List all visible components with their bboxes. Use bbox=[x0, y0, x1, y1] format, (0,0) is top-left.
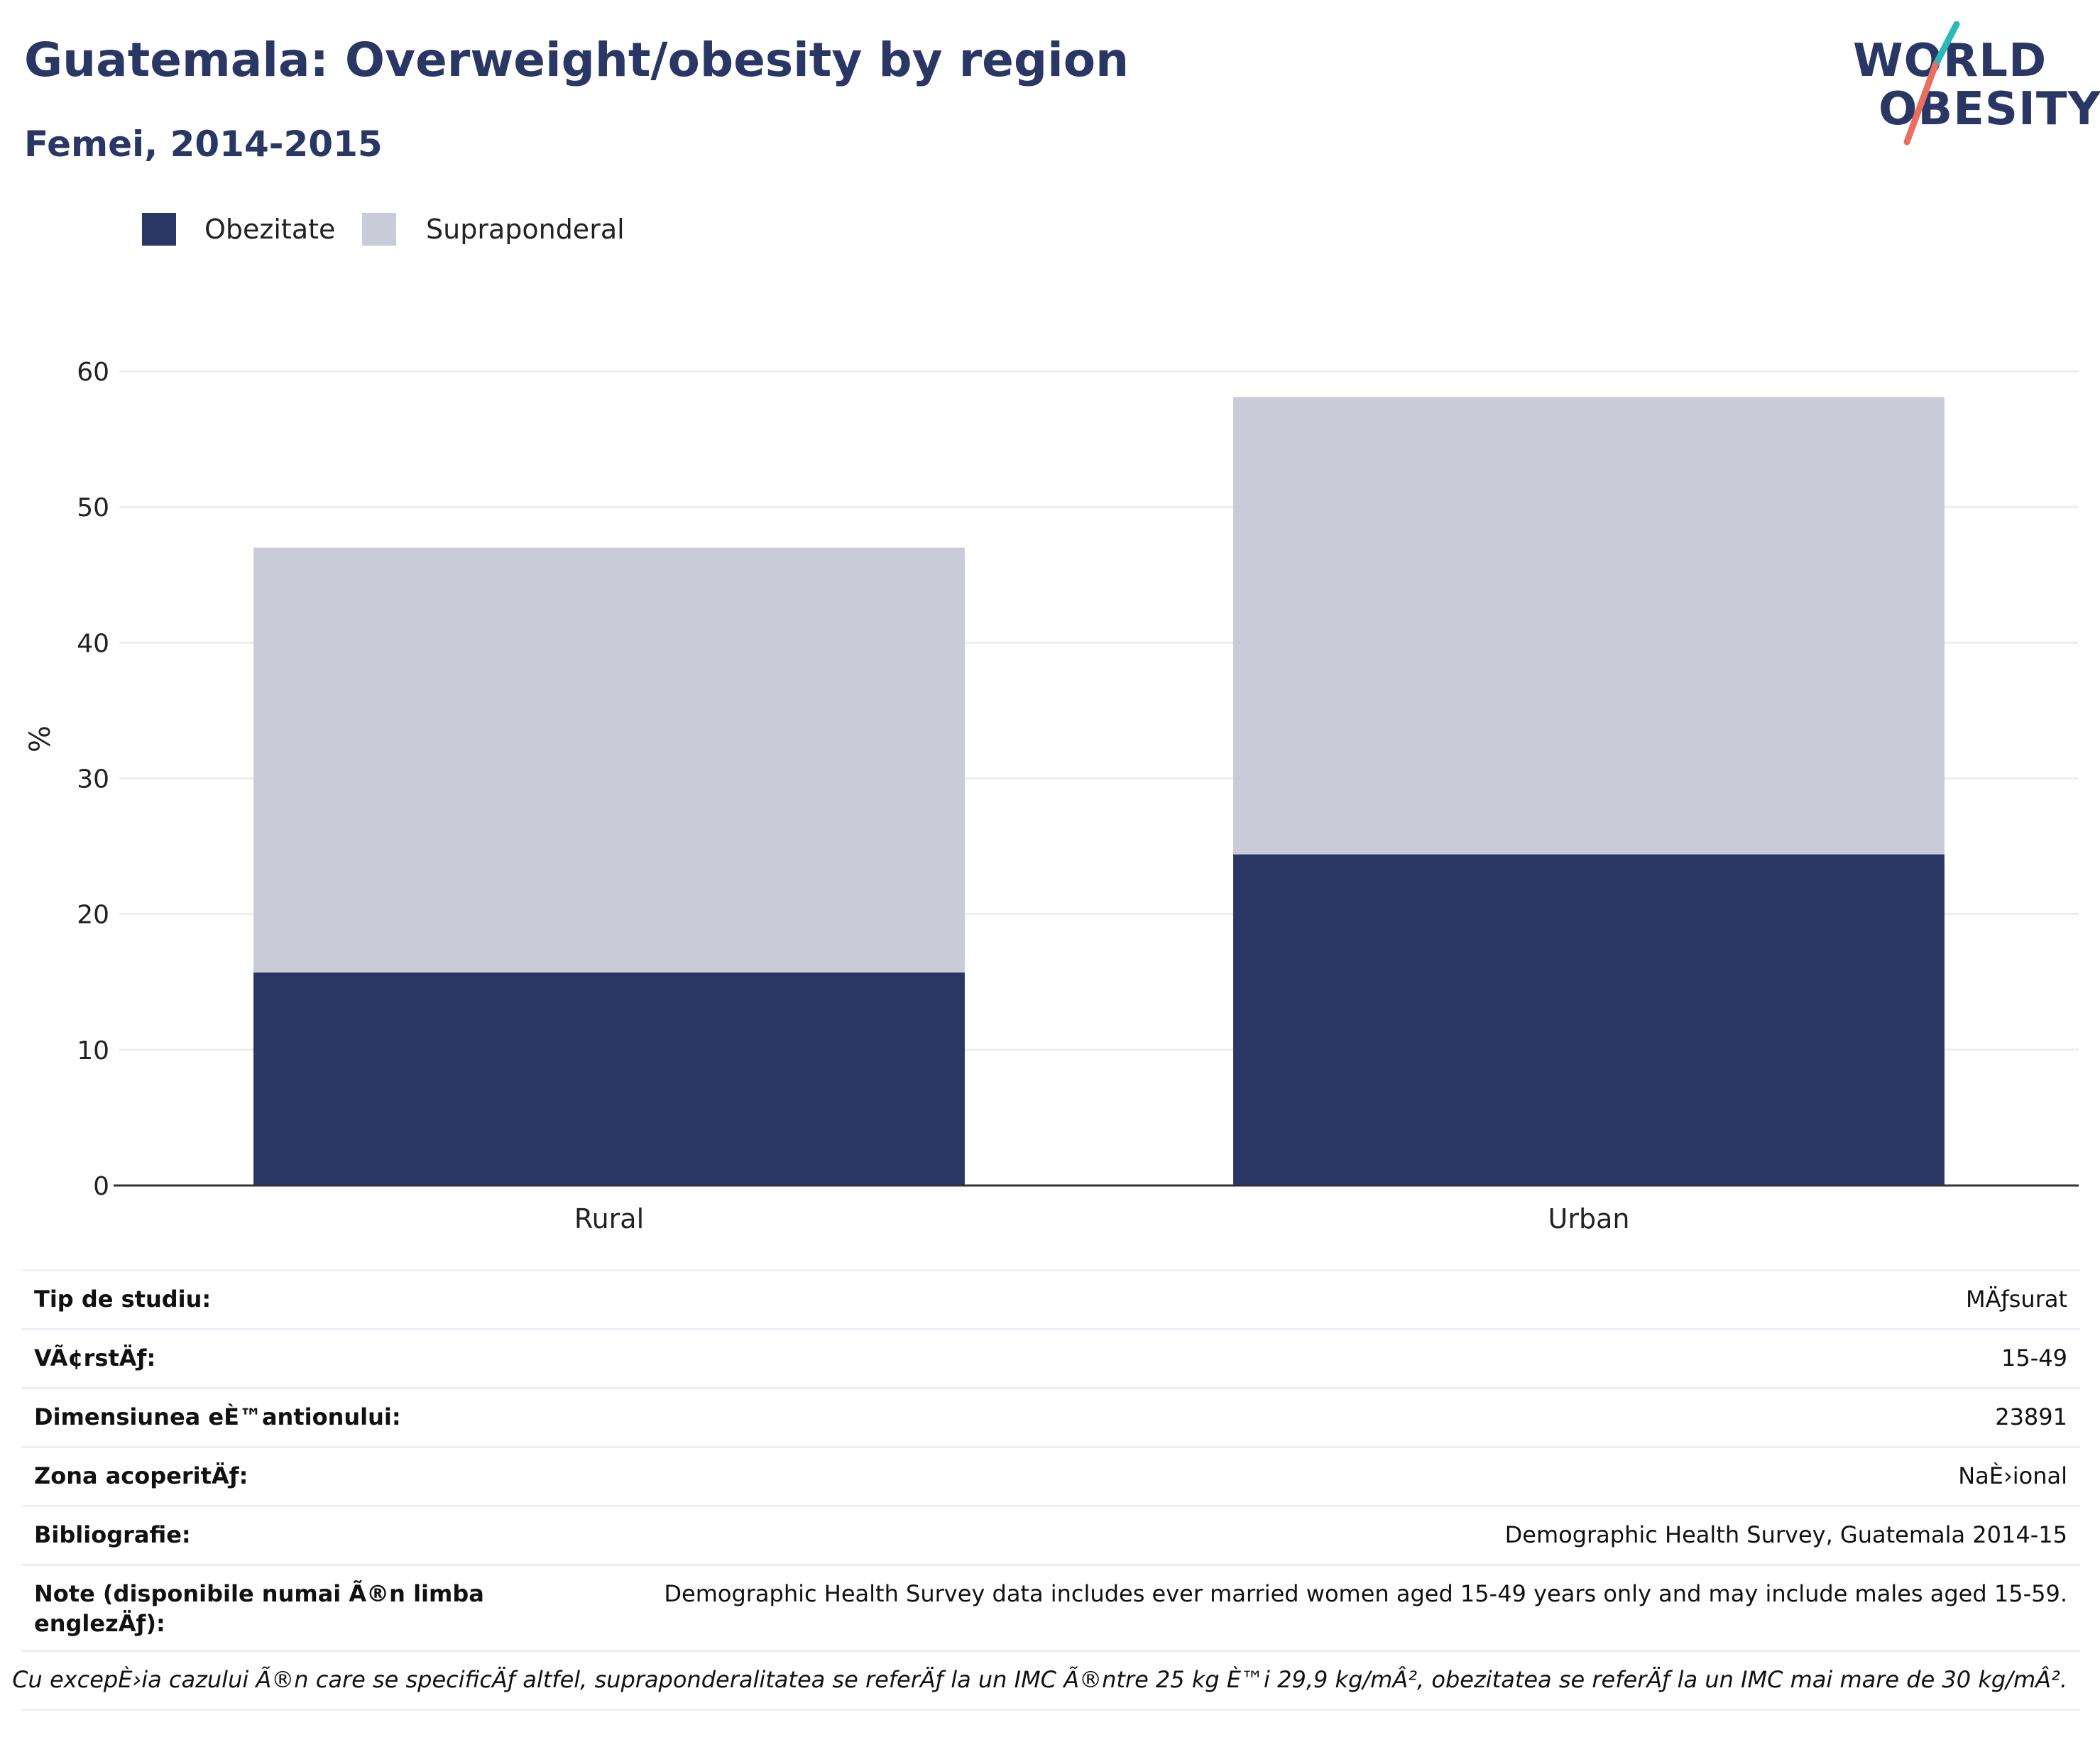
y-axis-title: % bbox=[24, 725, 57, 752]
info-row-sample-size: Dimensiunea eÈ™antionului: 23891 bbox=[21, 1387, 2080, 1446]
x-tick-label: Rural bbox=[574, 1203, 644, 1234]
world-obesity-logo[interactable]: WORLD OBESITY bbox=[1853, 21, 2100, 149]
y-tick-label: 50 bbox=[77, 493, 109, 522]
bar-supraponderal-rural bbox=[253, 547, 965, 973]
study-info-table: Tip de studiu: MÄƒsurat VÃ¢rstÄƒ: 15-49 … bbox=[12, 1269, 2080, 1711]
info-row-bibliography: Bibliografie: Demographic Health Survey,… bbox=[21, 1505, 2080, 1564]
bar-obezitate-rural bbox=[253, 972, 965, 1185]
definition-footnote: Cu excepÈ›ia cazului Ã®n care se specifi… bbox=[12, 1650, 2080, 1711]
info-row-study-type: Tip de studiu: MÄƒsurat bbox=[21, 1269, 2080, 1328]
info-value: MÄƒsurat bbox=[1965, 1286, 2067, 1313]
y-tick-label: 40 bbox=[77, 629, 109, 658]
info-label: Tip de studiu: bbox=[34, 1286, 212, 1313]
info-label: Note (disponibile numai Ã®n limba englez… bbox=[34, 1580, 484, 1637]
info-value: Demographic Health Survey data includes … bbox=[664, 1580, 2067, 1607]
chart-plot-area: 0 10 20 30 40 50 60 Rural Urban bbox=[77, 358, 2079, 1234]
info-row-age: VÃ¢rstÄƒ: 15-49 bbox=[21, 1328, 2080, 1387]
y-tick-label: 30 bbox=[77, 765, 109, 794]
chart-subtitle: Femei, 2014-2015 bbox=[24, 124, 383, 165]
bar-obezitate-urban bbox=[1233, 854, 1945, 1185]
logo-slash-icon bbox=[1903, 21, 1960, 146]
footnote-text: Cu excepÈ›ia cazului Ã®n care se specifi… bbox=[12, 1666, 2067, 1693]
info-row-notes: Note (disponibile numai Ã®n limba englez… bbox=[21, 1564, 2080, 1650]
info-label: Zona acoperitÄƒ: bbox=[34, 1462, 248, 1489]
stacked-bar-chart: 0 10 20 30 40 50 60 Rural Urban % bbox=[0, 298, 2100, 1242]
info-value: 15-49 bbox=[2001, 1345, 2067, 1371]
info-label: Bibliografie: bbox=[34, 1521, 191, 1548]
legend-label-obezitate: Obezitate bbox=[204, 214, 336, 245]
y-tick-label: 20 bbox=[77, 901, 109, 930]
info-label: VÃ¢rstÄƒ: bbox=[34, 1345, 156, 1371]
info-value: Demographic Health Survey, Guatemala 201… bbox=[1504, 1521, 2067, 1548]
legend-label-supraponderal: Supraponderal bbox=[426, 214, 625, 245]
info-value: 23891 bbox=[1995, 1403, 2067, 1430]
x-tick-label: Urban bbox=[1548, 1203, 1630, 1234]
y-tick-label: 60 bbox=[77, 358, 109, 387]
bar-supraponderal-urban bbox=[1233, 397, 1945, 855]
info-label: Dimensiunea eÈ™antionului: bbox=[34, 1403, 401, 1430]
chart-title: Guatemala: Overweight/obesity by region bbox=[24, 33, 1130, 87]
y-tick-label: 0 bbox=[93, 1172, 109, 1201]
legend-swatch-obezitate bbox=[142, 213, 176, 246]
legend-swatch-supraponderal bbox=[362, 213, 396, 246]
info-row-area-covered: Zona acoperitÄƒ: NaÈ›ional bbox=[21, 1446, 2080, 1505]
y-tick-label: 10 bbox=[77, 1036, 109, 1066]
logo-text-world: WORLD bbox=[1853, 35, 2047, 87]
info-value: NaÈ›ional bbox=[1958, 1462, 2067, 1489]
